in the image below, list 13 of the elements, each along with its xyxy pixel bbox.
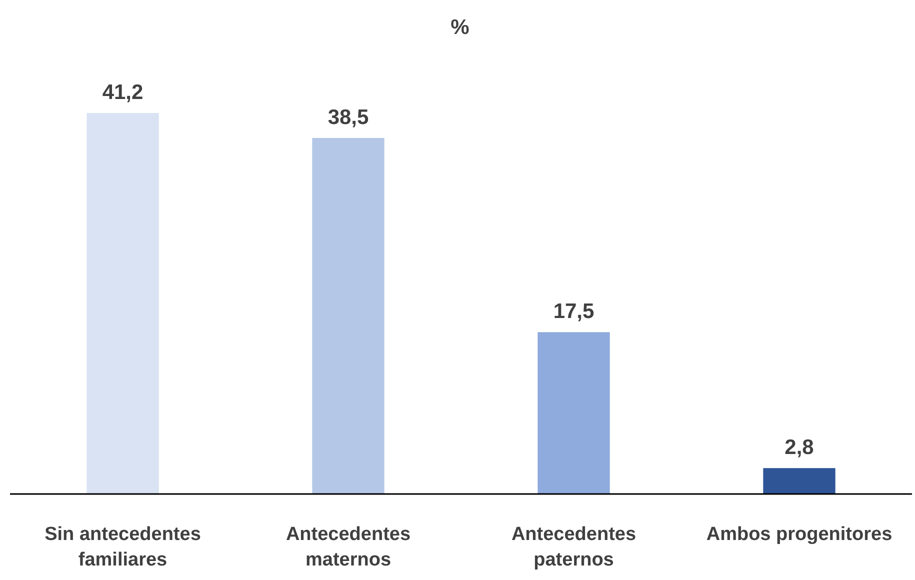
data-label: 38,5: [328, 106, 370, 129]
data-label: 2,8: [784, 436, 814, 460]
data-label: 17,5: [553, 300, 595, 324]
x-tick-label: Sin antecedentes familiares: [44, 524, 201, 571]
chart-title: %: [450, 16, 470, 39]
x-tick-label: Antecedentes paternos: [511, 524, 636, 571]
data-label: 41,2: [102, 81, 144, 104]
bar: [763, 468, 836, 494]
bar: [538, 332, 610, 494]
x-tick-label: Antecedentes maternos: [286, 524, 411, 571]
bar: [86, 113, 159, 494]
x-tick-label: Ambos progenitores: [706, 524, 892, 545]
bar: [312, 138, 384, 494]
